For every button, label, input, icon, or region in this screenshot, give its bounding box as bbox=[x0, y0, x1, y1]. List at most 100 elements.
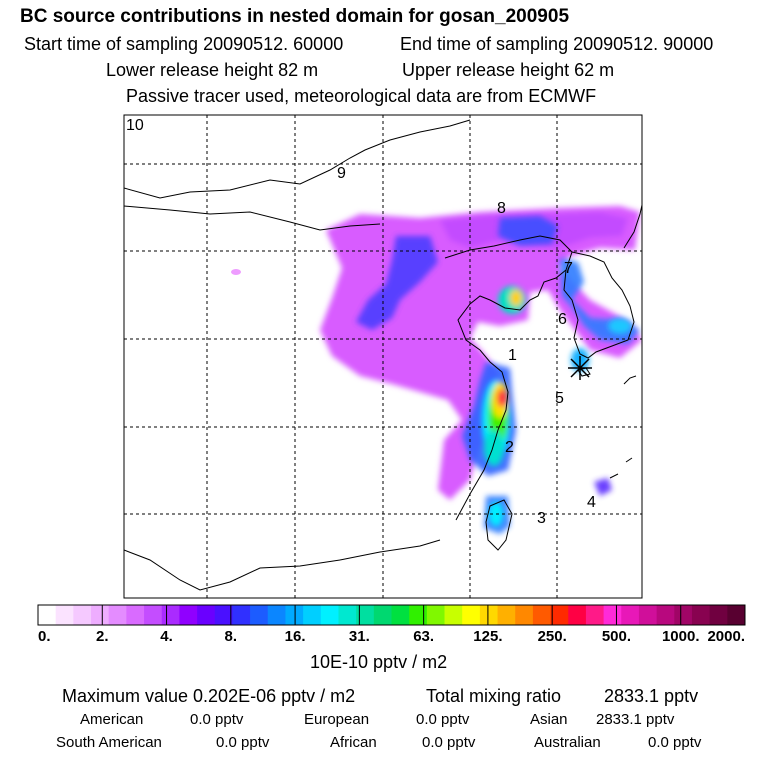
plot-title: BC source contributions in nested domain… bbox=[20, 6, 570, 27]
colorbar-cell bbox=[656, 605, 675, 625]
coast-bohai bbox=[444, 235, 573, 521]
colorbar-cell bbox=[391, 605, 410, 625]
coast-japan-south bbox=[623, 375, 637, 385]
american-value: 0.0 pptv bbox=[190, 711, 244, 728]
upper-height-label: Upper release height 62 m bbox=[402, 60, 615, 80]
colorbar-cell bbox=[73, 605, 92, 625]
colorbar-cell bbox=[462, 605, 481, 625]
region-label-4: 4 bbox=[587, 494, 596, 511]
region-label-1: 1 bbox=[508, 347, 517, 364]
colorbar-tick-label: 250. bbox=[538, 628, 567, 645]
map-frame bbox=[123, 114, 643, 599]
plume-blue-north bbox=[356, 236, 438, 330]
colorbar-cell bbox=[709, 605, 728, 625]
colorbar-cell bbox=[426, 605, 445, 625]
border-west bbox=[124, 549, 341, 591]
coast-korea bbox=[563, 251, 635, 359]
end-time-label: End time of sampling 20090512. 90000 bbox=[400, 34, 714, 54]
australian-value: 0.0 pptv bbox=[648, 734, 702, 751]
island-taiwan bbox=[485, 499, 513, 551]
island-ryukyu-2 bbox=[625, 457, 633, 463]
region-label-10: 10 bbox=[126, 117, 144, 134]
colorbar-cell bbox=[638, 605, 658, 625]
colorbar-cell bbox=[356, 605, 375, 625]
colorbar-cell bbox=[585, 605, 604, 625]
total-mixing-value: 2833.1 pptv bbox=[604, 686, 699, 706]
asian-label: Asian bbox=[530, 711, 568, 728]
hotspot-coast-red bbox=[497, 389, 507, 407]
colorbar-cell bbox=[479, 605, 498, 625]
colorbar-cell bbox=[285, 605, 304, 625]
region-label-5: 5 bbox=[555, 390, 564, 407]
australian-label: Australian bbox=[534, 734, 601, 751]
start-time-label: Start time of sampling 20090512. 60000 bbox=[24, 34, 344, 54]
colorbar-cell bbox=[409, 605, 428, 625]
colorbar-cell bbox=[267, 605, 286, 625]
colorbar-cell bbox=[108, 605, 127, 625]
contribution-field bbox=[124, 115, 642, 598]
colorbar-cell bbox=[568, 605, 587, 625]
european-value: 0.0 pptv bbox=[416, 711, 470, 728]
colorbar-cell bbox=[91, 605, 110, 625]
colorbar-cell bbox=[727, 605, 746, 625]
colorbar-cell bbox=[303, 605, 322, 625]
colorbar-tick-labels: 0. 2. 4. 8. 16. 31. 63. 125. 250. 500. 1000. 2000. bbox=[38, 628, 745, 645]
colorbar-cell bbox=[603, 605, 622, 625]
colorbar-cell bbox=[550, 605, 569, 625]
colorbar-cell bbox=[691, 605, 711, 625]
colorbar-cell bbox=[621, 605, 640, 625]
european-label: European bbox=[304, 711, 370, 728]
african-value: 0.0 pptv bbox=[422, 734, 476, 751]
max-value-label: Maximum value 0.202E-06 pptv / m2 bbox=[62, 686, 356, 706]
colorbar-tick-label: 2000. bbox=[707, 628, 745, 645]
hotspot-shandong-core bbox=[510, 290, 522, 306]
border-north bbox=[124, 119, 471, 199]
colorbar-cell bbox=[444, 605, 463, 625]
plume-small-dot bbox=[231, 269, 241, 275]
hotspot-korea-east bbox=[608, 318, 632, 334]
lower-height-label: Lower release height 82 m bbox=[106, 60, 319, 80]
total-mixing-label: Total mixing ratio bbox=[426, 686, 562, 706]
plume-blue-northeast bbox=[498, 216, 558, 246]
region-label-6: 6 bbox=[558, 311, 567, 328]
colorbar-cell bbox=[214, 605, 233, 625]
colorbar-cell bbox=[38, 605, 57, 625]
border-mongolia bbox=[124, 205, 381, 231]
colorbar-tick-label: 63. bbox=[413, 628, 434, 645]
asian-value: 2833.1 pptv bbox=[596, 711, 675, 728]
colorbar-cell bbox=[161, 605, 180, 625]
colorbar-tick-label: 16. bbox=[285, 628, 306, 645]
colorbar-tick-label: 2. bbox=[96, 628, 109, 645]
colorbar-cell bbox=[55, 605, 74, 625]
colorbar-cell bbox=[197, 605, 216, 625]
region-label-9: 9 bbox=[337, 165, 346, 182]
region-label-2: 2 bbox=[505, 439, 514, 456]
south-american-value: 0.0 pptv bbox=[216, 734, 270, 751]
colorbar-tick-label: 125. bbox=[473, 628, 502, 645]
region-label-3: 3 bbox=[537, 510, 546, 527]
tracer-note: Passive tracer used, meteorological data… bbox=[126, 86, 597, 106]
region-label-8: 8 bbox=[497, 200, 506, 217]
colorbar-cell bbox=[497, 605, 516, 625]
colorbar-cell bbox=[373, 605, 392, 625]
region-labels: 10 9 8 7 6 1 5 2 4 3 bbox=[126, 117, 596, 527]
colorbar-cell bbox=[338, 605, 357, 625]
colorbar-tick-label: 500. bbox=[602, 628, 631, 645]
colorbar-cell bbox=[515, 605, 534, 625]
gridlines bbox=[124, 115, 642, 598]
colorbar-unit-label: 10E-10 pptv / m2 bbox=[310, 652, 448, 672]
plume-blue-ryukyu bbox=[594, 478, 612, 496]
colorbar-cell bbox=[126, 605, 145, 625]
colorbar-cell bbox=[250, 605, 269, 625]
colorbar-cells bbox=[37, 604, 746, 626]
colorbar-cell bbox=[179, 605, 198, 625]
colorbar-cell bbox=[320, 605, 339, 625]
colorbar-tick-label: 1000. bbox=[662, 628, 700, 645]
receptor-star-icon bbox=[568, 356, 592, 380]
island-ryukyu-1 bbox=[609, 473, 619, 479]
border-south bbox=[339, 539, 441, 561]
colorbar-tick-label: 8. bbox=[225, 628, 238, 645]
south-american-label: South American bbox=[56, 734, 162, 751]
